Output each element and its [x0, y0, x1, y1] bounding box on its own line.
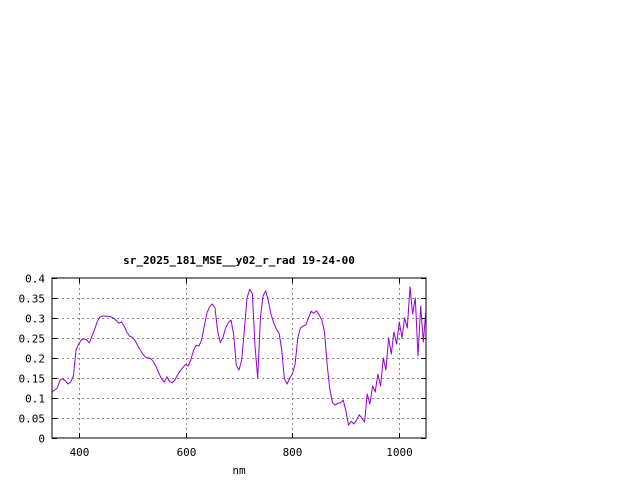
series-group [51, 286, 427, 426]
y-tick-label: 0.3 [25, 313, 45, 326]
x-axis-label: nm [232, 464, 246, 477]
y-tick-label: 0 [38, 433, 45, 446]
y-tick-label: 0.05 [19, 413, 46, 426]
plot-frame [51, 277, 427, 439]
y-tick-label: 0.1 [25, 393, 45, 406]
x-tick-label: 800 [283, 446, 303, 459]
y-tick-label: 0.4 [25, 273, 45, 286]
y-tick-label: 0.35 [19, 293, 46, 306]
x-tick-label: 600 [177, 446, 197, 459]
axis-ticks: 0 0.05 0.1 0.15 0.2 0.25 0.3 0.35 0.4 400 600 800 10… [19, 273, 426, 459]
chart-title: sr_2025_181_MSE__y02_r_rad 19-24-00 [123, 254, 355, 267]
y-tick-label: 0.15 [19, 373, 46, 386]
series-line [51, 286, 427, 426]
grid-lines [52, 278, 426, 438]
x-tick-label: 1000 [386, 446, 413, 459]
x-tick-label: 400 [70, 446, 90, 459]
y-tick-label: 0.2 [25, 353, 45, 366]
y-tick-label: 0.25 [19, 333, 46, 346]
